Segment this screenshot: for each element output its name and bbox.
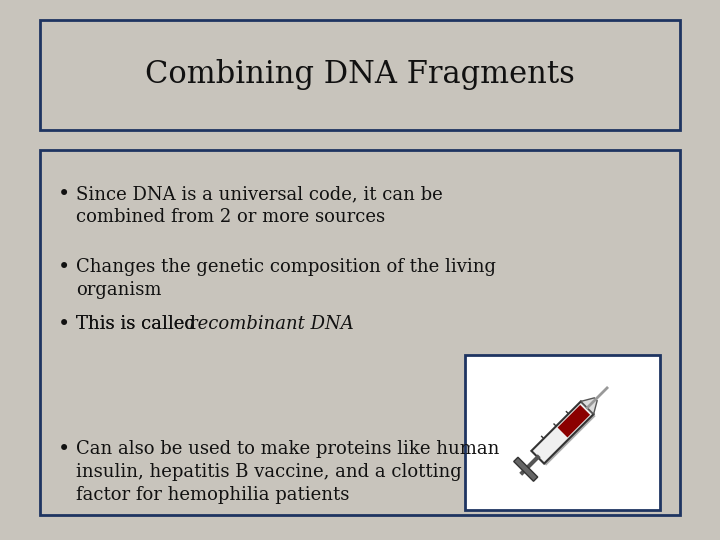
Polygon shape	[534, 403, 595, 465]
FancyBboxPatch shape	[40, 150, 680, 515]
Text: •: •	[58, 315, 71, 334]
Polygon shape	[557, 405, 590, 437]
Text: Combining DNA Fragments: Combining DNA Fragments	[145, 59, 575, 91]
Text: Since DNA is a universal code, it can be
combined from 2 or more sources: Since DNA is a universal code, it can be…	[76, 185, 443, 226]
Text: recombinant DNA: recombinant DNA	[189, 315, 354, 333]
Polygon shape	[531, 401, 593, 464]
Text: Changes the genetic composition of the living
organism: Changes the genetic composition of the l…	[76, 258, 496, 299]
FancyBboxPatch shape	[465, 355, 660, 510]
FancyBboxPatch shape	[40, 20, 680, 130]
Text: •: •	[58, 185, 71, 204]
Polygon shape	[513, 457, 538, 481]
Polygon shape	[581, 398, 597, 414]
Text: •: •	[58, 440, 71, 459]
Text: This is called: This is called	[76, 315, 202, 333]
Text: This is called: This is called	[76, 315, 202, 333]
Text: •: •	[58, 258, 71, 277]
Text: Can also be used to make proteins like human
insulin, hepatitis B vaccine, and a: Can also be used to make proteins like h…	[76, 440, 500, 504]
